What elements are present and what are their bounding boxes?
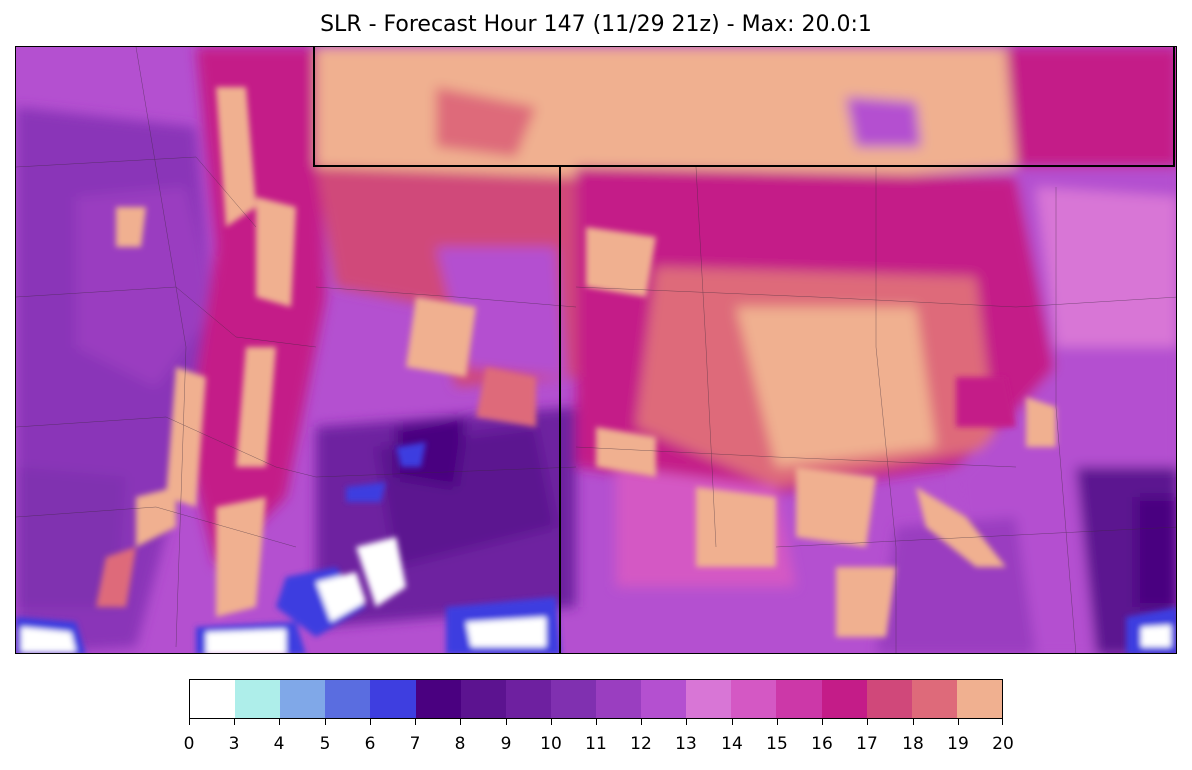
- map-title: SLR - Forecast Hour 147 (11/29 21z) - Ma…: [320, 12, 872, 37]
- colorbar-swatch: [280, 680, 326, 718]
- colorbar-tick-mark: [234, 719, 235, 725]
- colorbar-tick-label: 4: [273, 734, 285, 754]
- colorbar-tick-mark: [325, 719, 326, 725]
- colorbar: [189, 679, 1003, 719]
- slr-map-canvas: [16, 47, 1176, 653]
- colorbar-swatch: [190, 680, 236, 718]
- colorbar-tick-label: 3: [228, 734, 240, 754]
- colorbar-tick-mark: [732, 719, 733, 725]
- colorbar-swatch: [595, 680, 642, 718]
- colorbar-swatch: [956, 680, 1002, 718]
- colorbar-swatch: [505, 680, 551, 718]
- colorbar-swatch: [325, 680, 371, 718]
- county-lines: [16, 47, 1176, 653]
- colorbar-tick-mark: [822, 719, 823, 725]
- colorbar-swatch: [821, 680, 867, 718]
- colorbar-tick-mark: [415, 719, 416, 725]
- colorbar-tick-label: 5: [319, 734, 331, 754]
- colorbar-tick-mark: [460, 719, 461, 725]
- colorbar-tick-label: 7: [409, 734, 421, 754]
- colorbar-tick-label: 16: [811, 734, 833, 754]
- state-borders: [313, 47, 1175, 653]
- colorbar-tick-label: 20: [992, 734, 1014, 754]
- colorbar-tick-label: 18: [902, 734, 924, 754]
- colorbar-tick-mark: [641, 719, 642, 725]
- colorbar-tick-mark: [189, 719, 190, 725]
- colorbar-swatch: [776, 680, 822, 718]
- colorbar-swatch: [415, 680, 461, 718]
- colorbar-tick-label: 9: [500, 734, 512, 754]
- colorbar-swatch: [686, 680, 732, 718]
- colorbar-swatch: [641, 680, 687, 718]
- colorbar-tick-label: 8: [454, 734, 466, 754]
- colorbar-swatch: [550, 680, 596, 718]
- slr-map: [15, 46, 1177, 654]
- colorbar-swatch: [911, 680, 957, 718]
- colorbar-tick-mark: [279, 719, 280, 725]
- colorbar-tick-label: 6: [364, 734, 376, 754]
- colorbar-tick-label: 14: [721, 734, 743, 754]
- colorbar-tick-label: 10: [540, 734, 562, 754]
- colorbar-tick-label: 0: [183, 734, 195, 754]
- colorbar-tick-mark: [958, 719, 959, 725]
- colorbar-tick-label: 13: [675, 734, 697, 754]
- colorbar-tick-mark: [596, 719, 597, 725]
- colorbar-swatch: [370, 680, 416, 718]
- colorbar-swatch: [866, 680, 912, 718]
- colorbar-tick-mark: [551, 719, 552, 725]
- colorbar-tick-mark: [506, 719, 507, 725]
- colorbar-swatch: [731, 680, 777, 718]
- colorbar-tick-mark: [686, 719, 687, 725]
- colorbar-tick-mark: [777, 719, 778, 725]
- colorbar-tick-mark: [913, 719, 914, 725]
- colorbar-tick-label: 15: [766, 734, 788, 754]
- colorbar-swatch: [235, 680, 281, 718]
- colorbar-tick-label: 11: [585, 734, 607, 754]
- colorbar-ticks: 0 3 4 5 6 7 8 9 10 11 12 13 14 15 16 17 18 19 20: [184, 719, 1014, 759]
- colorbar-tick-label: 17: [856, 734, 878, 754]
- colorbar-tick-mark: [1002, 719, 1003, 725]
- colorbar-tick-mark: [370, 719, 371, 725]
- colorbar-tick-label: 19: [947, 734, 969, 754]
- colorbar-swatch: [460, 680, 506, 718]
- colorbar-tick-label: 12: [630, 734, 652, 754]
- colorbar-tick-mark: [867, 719, 868, 725]
